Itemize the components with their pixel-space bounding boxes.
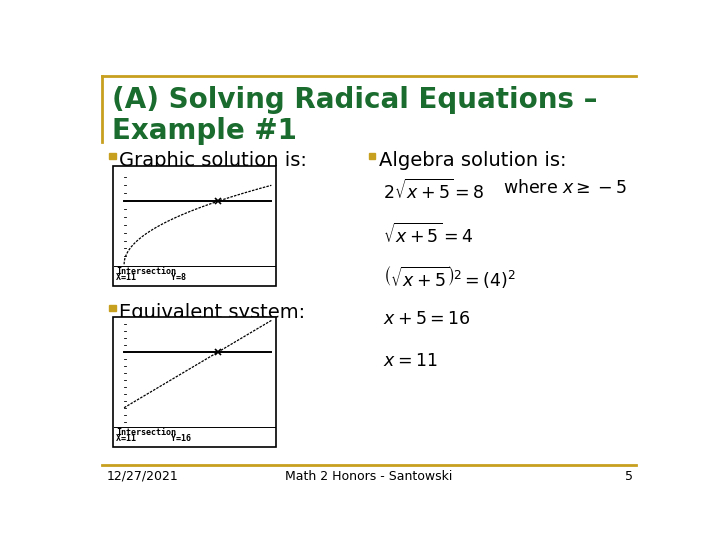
Text: Algebra solution is:: Algebra solution is: bbox=[379, 151, 567, 170]
Text: Intersection: Intersection bbox=[117, 428, 176, 437]
Bar bbox=[369, 153, 375, 159]
Text: 12/27/2021: 12/27/2021 bbox=[107, 470, 179, 483]
Text: where $x \geq -5$: where $x \geq -5$ bbox=[503, 179, 627, 197]
Text: $\sqrt{x+5} = 4$: $\sqrt{x+5} = 4$ bbox=[383, 222, 474, 247]
Bar bbox=[113, 318, 276, 447]
Text: $x = 11$: $x = 11$ bbox=[383, 352, 438, 370]
Bar bbox=[109, 153, 116, 159]
Text: Graphic solution is:: Graphic solution is: bbox=[120, 151, 307, 170]
Text: X=11       Y=8: X=11 Y=8 bbox=[117, 273, 186, 282]
Text: Example #1: Example #1 bbox=[112, 117, 297, 145]
Text: $x + 5 = 16$: $x + 5 = 16$ bbox=[383, 309, 470, 328]
Bar bbox=[113, 166, 276, 286]
Text: 5: 5 bbox=[624, 470, 632, 483]
Text: (A) Solving Radical Equations –: (A) Solving Radical Equations – bbox=[112, 86, 597, 114]
Text: Math 2 Honors - Santowski: Math 2 Honors - Santowski bbox=[285, 470, 453, 483]
Text: $2\sqrt{x+5} = 8$: $2\sqrt{x+5} = 8$ bbox=[383, 179, 485, 203]
Text: X=11       Y=16: X=11 Y=16 bbox=[117, 434, 192, 443]
Text: Intersection: Intersection bbox=[117, 267, 176, 276]
Text: Equivalent system:: Equivalent system: bbox=[120, 303, 305, 322]
Text: $\left(\sqrt{x+5}\right)^{\!2} = (4)^{2}$: $\left(\sqrt{x+5}\right)^{\!2} = (4)^{2}… bbox=[383, 264, 516, 291]
Bar bbox=[109, 305, 116, 311]
